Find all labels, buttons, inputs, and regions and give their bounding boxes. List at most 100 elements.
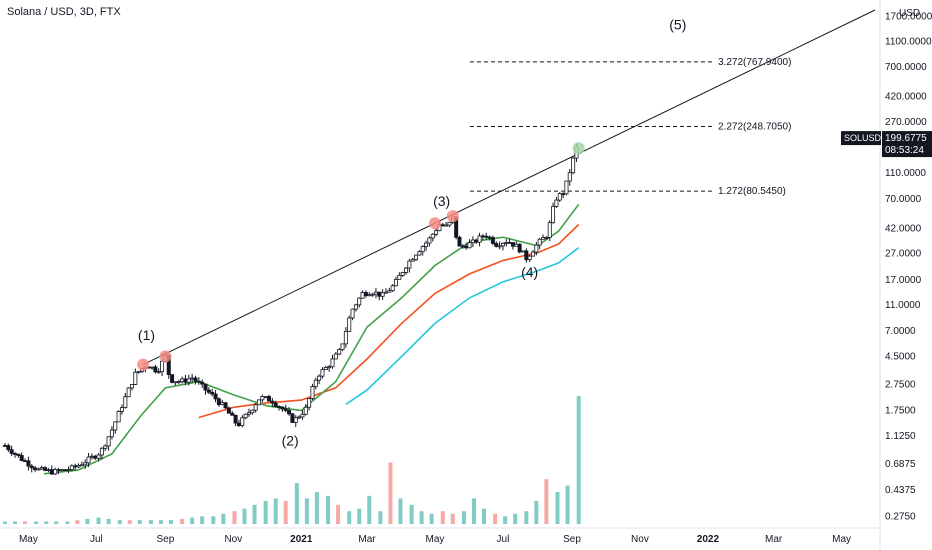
price-tick-label: 110.0000 xyxy=(885,168,926,179)
price-tick-label: 17.0000 xyxy=(885,275,922,286)
candle-body xyxy=(330,358,335,368)
candle-body xyxy=(123,396,128,408)
candle-body xyxy=(236,422,241,427)
volume-bar xyxy=(555,492,560,524)
price-tick-label: 2.7500 xyxy=(885,380,916,391)
candle-body xyxy=(490,237,495,244)
candle-body xyxy=(457,236,462,247)
time-tick-label: Mar xyxy=(358,534,376,545)
candle-body xyxy=(253,404,258,411)
price-axis-unit: USD xyxy=(899,8,920,19)
trendline-touch-marker xyxy=(446,210,459,223)
candle-body xyxy=(547,222,552,238)
volume-bar xyxy=(13,521,18,524)
candle-body xyxy=(293,417,298,423)
candle-body xyxy=(470,239,475,244)
volume-bar xyxy=(378,511,383,524)
volume-bar xyxy=(294,483,299,524)
candle-body xyxy=(156,371,161,374)
price-tick-label: 270.0000 xyxy=(885,117,927,128)
candle-body xyxy=(414,254,419,260)
candle-body xyxy=(393,278,398,287)
candle-body xyxy=(9,449,14,454)
fib-level-label: 1.272(80.5450) xyxy=(718,186,786,197)
volume-bar xyxy=(388,462,393,524)
candle-body xyxy=(280,406,285,410)
fib-level-label: 3.272(767.9400) xyxy=(718,57,791,68)
candle-body xyxy=(39,467,44,470)
volume-bar xyxy=(168,520,173,524)
candle-body xyxy=(283,408,288,411)
candle-body xyxy=(23,460,28,462)
candle-body xyxy=(343,330,348,345)
candle-body xyxy=(524,250,529,261)
time-tick-label: Sep xyxy=(157,534,175,545)
candle-body xyxy=(571,157,576,174)
price-tick-label: 700.0000 xyxy=(885,62,927,73)
candle-body xyxy=(567,172,572,182)
volume-bar xyxy=(273,498,278,524)
time-tick-label: May xyxy=(832,534,851,545)
price-tick-label: 1100.0000 xyxy=(885,36,932,47)
volume-bar xyxy=(65,521,70,524)
time-tick-label: Mar xyxy=(765,534,783,545)
elliott-wave-label: (3) xyxy=(433,193,450,209)
candle-body xyxy=(277,405,282,408)
candle-body xyxy=(551,206,556,224)
elliott-wave-label: (4) xyxy=(521,264,538,280)
candle-body xyxy=(287,410,292,415)
volume-bar xyxy=(44,521,49,524)
volume-bar xyxy=(493,513,498,524)
candle-body xyxy=(317,375,322,381)
volume-bar xyxy=(544,479,549,524)
candle-body xyxy=(447,221,452,226)
candle-body xyxy=(303,406,308,415)
candle-body xyxy=(531,251,536,257)
price-tick-label: 1700.0000 xyxy=(885,11,932,22)
candle-body xyxy=(520,250,525,253)
volume-bar xyxy=(127,520,132,524)
candle-body xyxy=(410,259,415,262)
candle-body xyxy=(510,242,515,247)
price-tick-label: 27.0000 xyxy=(885,249,922,260)
candle-body xyxy=(320,369,325,377)
volume-bar xyxy=(54,521,59,524)
price-tick-label: 70.0000 xyxy=(885,194,922,205)
volume-bar xyxy=(450,513,455,524)
candle-body xyxy=(243,413,248,419)
candle-body xyxy=(260,396,265,401)
candle-body xyxy=(36,468,41,471)
candle-body xyxy=(26,460,31,467)
time-tick-label: 2021 xyxy=(290,534,313,545)
candle-body xyxy=(420,246,425,253)
volume-bar xyxy=(211,516,216,524)
time-tick-label: Sep xyxy=(563,534,581,545)
volume-bar xyxy=(117,520,122,524)
candle-body xyxy=(290,413,295,423)
candle-body xyxy=(136,370,141,373)
candle-body xyxy=(390,285,395,292)
volume-bar xyxy=(534,500,539,524)
volume-bar xyxy=(85,518,90,524)
time-tick-label: 2022 xyxy=(697,534,720,545)
candle-body xyxy=(347,317,352,332)
candle-body xyxy=(367,294,372,297)
candle-body xyxy=(63,469,68,471)
candle-body xyxy=(210,391,215,395)
volume-bar xyxy=(148,520,153,524)
candle-body xyxy=(444,224,449,227)
candle-body xyxy=(440,224,445,227)
candle-body xyxy=(203,383,208,391)
candle-body xyxy=(173,381,178,384)
candle-body xyxy=(193,377,198,382)
candle-body xyxy=(223,402,228,409)
volume-bar xyxy=(106,518,111,524)
candle-body xyxy=(554,199,559,207)
price-tick-label: 1.1250 xyxy=(885,431,916,442)
candle-body xyxy=(56,469,61,472)
candle-body xyxy=(29,465,34,469)
candle-body xyxy=(46,469,51,471)
candle-body xyxy=(380,292,385,297)
price-tick-label: 0.2750 xyxy=(885,512,916,523)
